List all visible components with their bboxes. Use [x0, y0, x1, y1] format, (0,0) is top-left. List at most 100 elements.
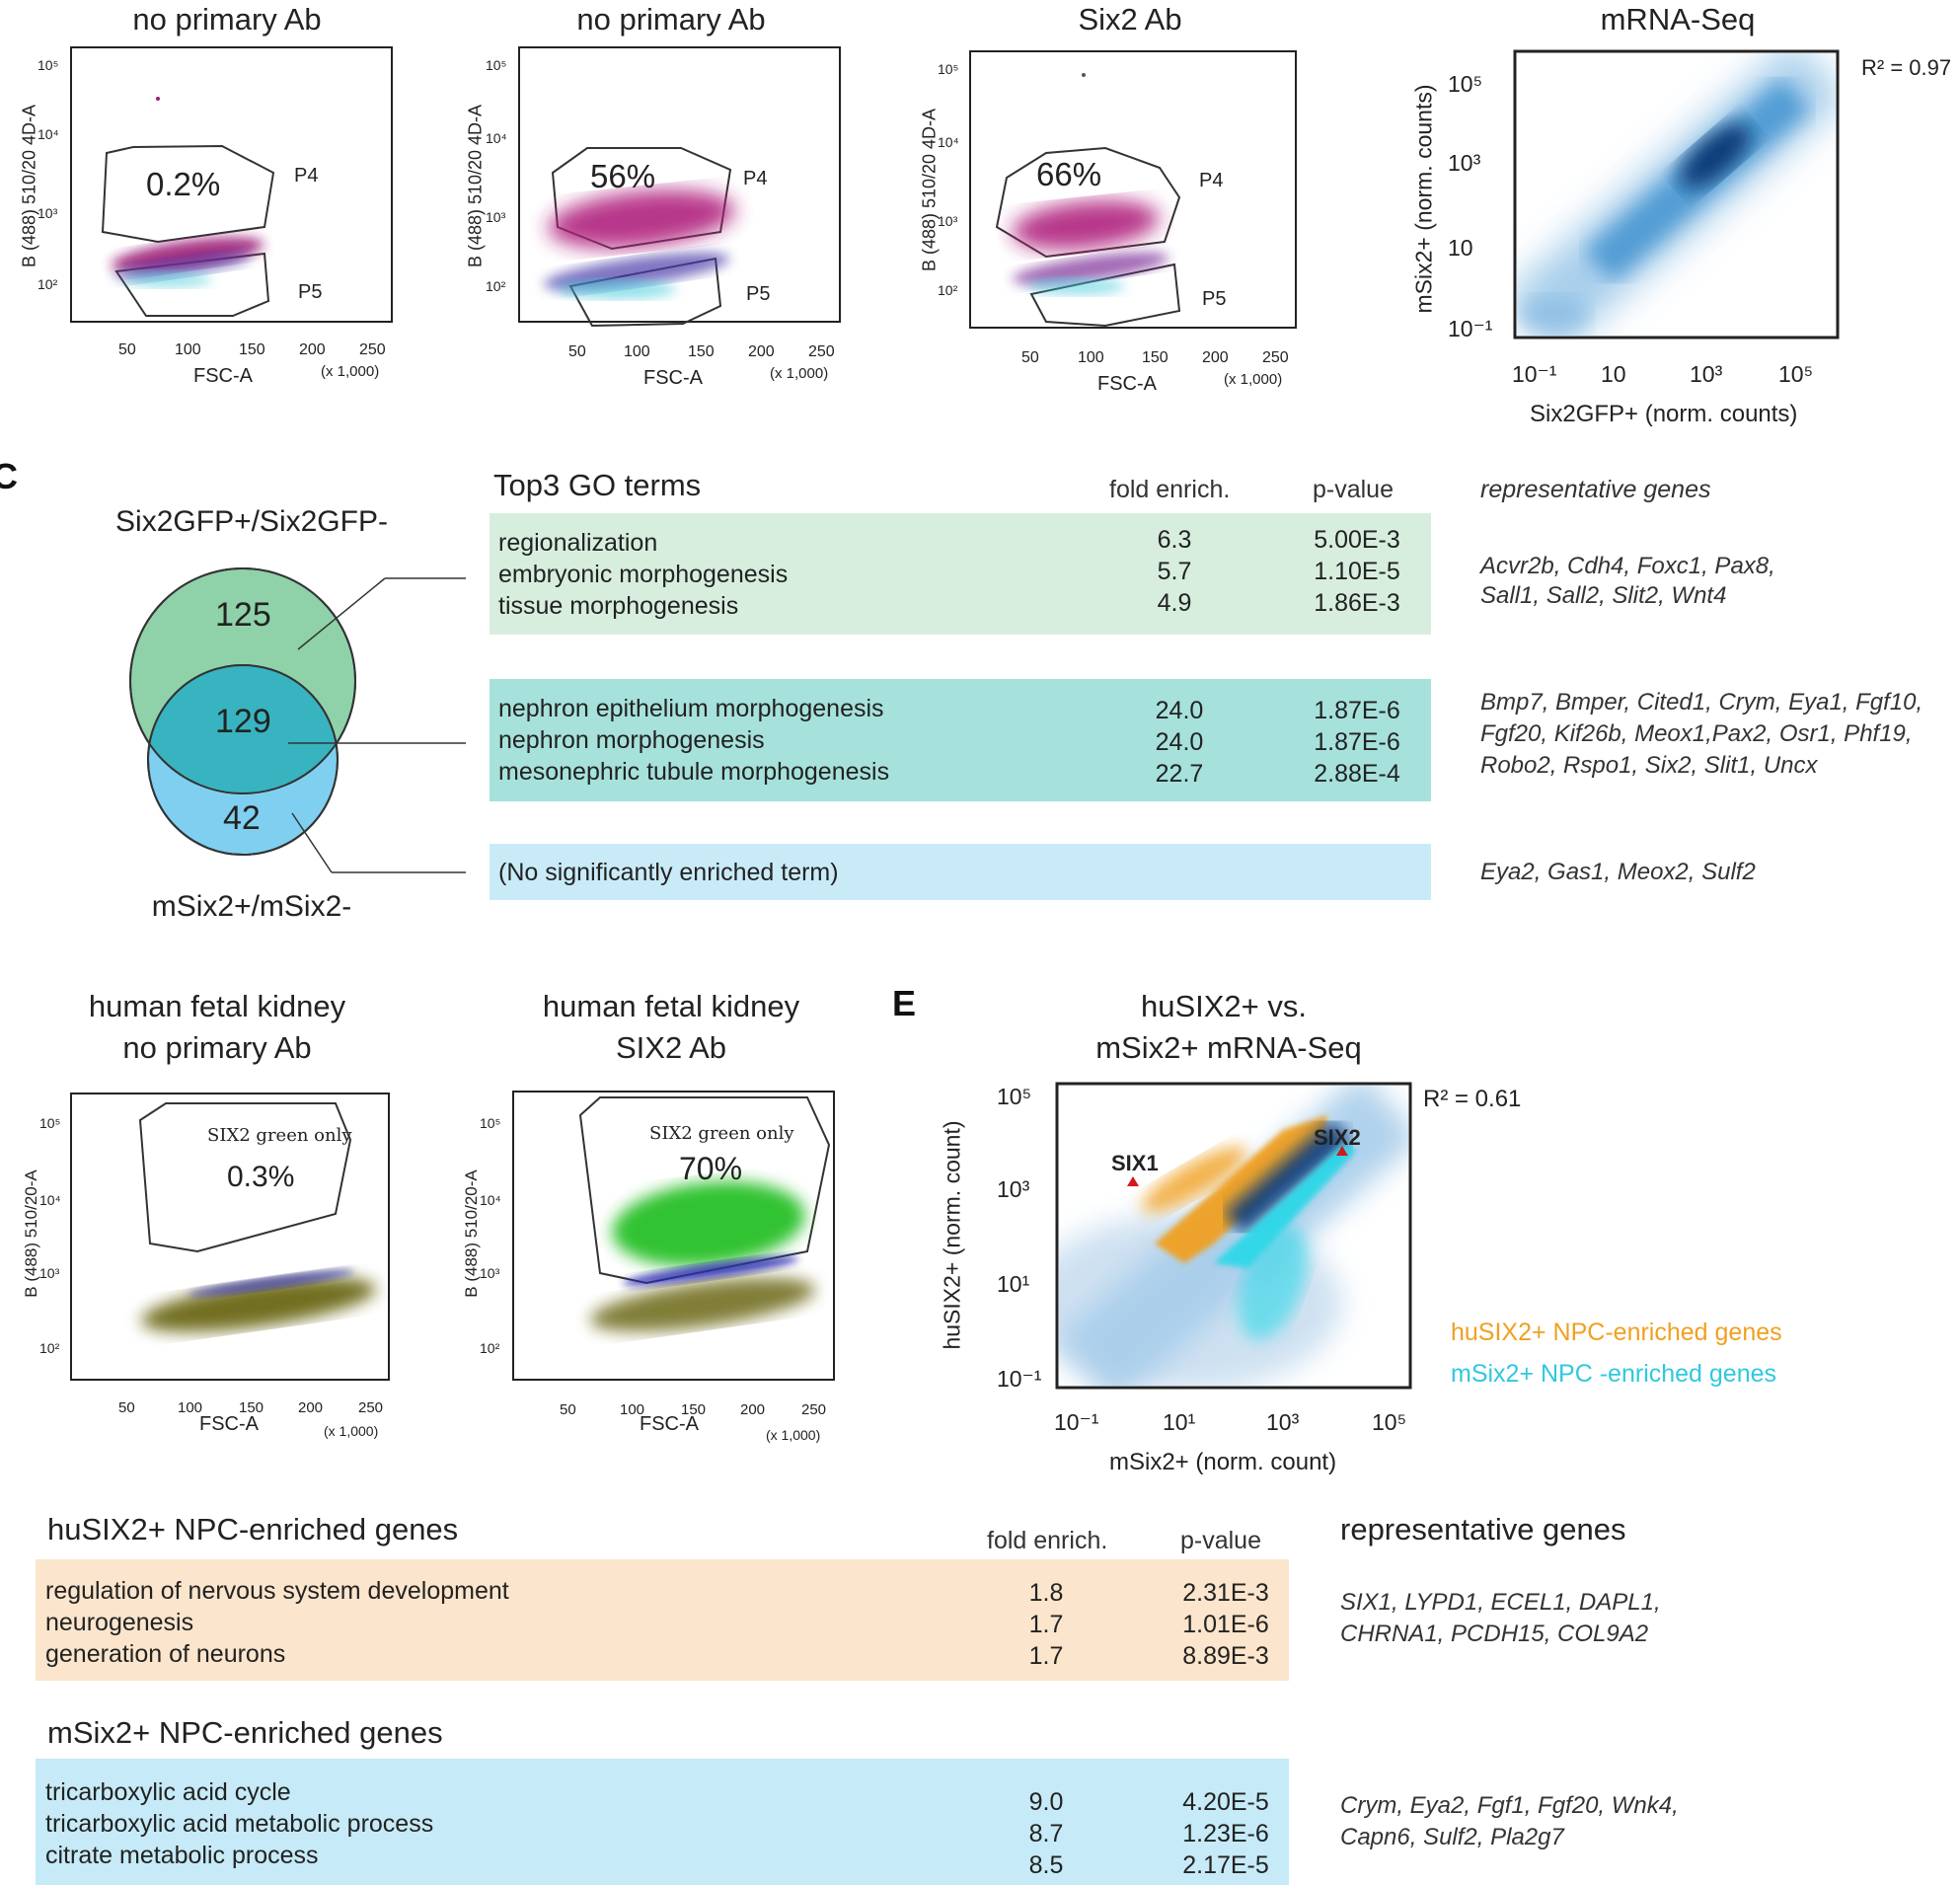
p-value: 1.87E-6 — [1314, 697, 1400, 724]
flow-plot-2-xtick: 150 — [688, 343, 715, 360]
panel-e-xtick: 10³ — [1266, 1409, 1300, 1435]
hfk-plot-1-xlabel: FSC-A — [199, 1413, 259, 1435]
hfk-plot-1-title-2: no primary Ab — [122, 1030, 312, 1065]
husix2-vs-msix2-scatter — [1055, 1082, 1412, 1390]
flow-plot-3-xscale: (x 1,000) — [1224, 371, 1283, 388]
hfk-plot-2-ytick: 10² — [480, 1340, 500, 1356]
panel-f-term: tricarboxylic acid cycle — [45, 1778, 291, 1806]
hfk-plot-2-ylabel: B (488) 510/20-A — [462, 1169, 481, 1298]
hfk-plot-2-xtick: 200 — [740, 1401, 766, 1418]
panel-e-ytick: 10⁻¹ — [997, 1366, 1042, 1392]
flow-plot-3-xtick: 100 — [1078, 349, 1104, 366]
flow-plot-2-pct: 56% — [590, 158, 656, 194]
flow-plot-1-title: no primary Ab — [132, 2, 322, 37]
legend-orange: huSIX2+ NPC-enriched genes — [1451, 1319, 1782, 1346]
flow-plot-1-ytick: 10² — [38, 276, 58, 292]
flow-plot-3-ytick: 10³ — [938, 213, 958, 229]
panel-e-ytick: 10¹ — [997, 1271, 1030, 1297]
panel-f-genes-line: CHRNA1, PCDH15, COL9A2 — [1340, 1621, 1649, 1647]
panel-f-p: 8.89E-3 — [1182, 1642, 1269, 1670]
panel-f-p: 2.31E-3 — [1182, 1579, 1269, 1607]
panel-f-fold: 9.0 — [1028, 1788, 1064, 1816]
mrna-seq-xtick: 10³ — [1690, 361, 1723, 387]
flow-plot-2-xscale: (x 1,000) — [770, 365, 829, 382]
flow-plot-2-ytick: 10² — [486, 278, 506, 294]
gene-label-six2: SIX2 — [1314, 1125, 1361, 1150]
flow-plot-2-xlabel: FSC-A — [643, 367, 703, 389]
p-value: 1.86E-3 — [1314, 589, 1400, 617]
hfk-plot-1-gate: SIX2 green only — [207, 1125, 352, 1146]
flow-plot-3-xtick: 250 — [1262, 349, 1289, 366]
flow-plot-3-title: Six2 Ab — [1078, 2, 1182, 37]
go-term: tissue morphogenesis — [498, 592, 739, 620]
flow-plot-3-xlabel: FSC-A — [1097, 373, 1157, 395]
hfk-plot-2-ytick: 10⁵ — [480, 1115, 501, 1131]
p-value: 1.87E-6 — [1314, 728, 1400, 756]
mrna-seq-scatter — [1513, 49, 1840, 339]
fold-value: 24.0 — [1155, 697, 1204, 724]
panel-f-fold: 1.7 — [1028, 1642, 1064, 1670]
flow-plot-3-p5: P5 — [1202, 288, 1227, 310]
venn-count-msix2: 42 — [223, 799, 261, 837]
fold-value: 4.9 — [1157, 589, 1192, 617]
panel-f-col-genes: representative genes — [1340, 1512, 1626, 1546]
panel-f-term: neurogenesis — [45, 1609, 194, 1636]
panel-f-col-fold: fold enrich. — [987, 1527, 1108, 1554]
hfk-plot-2-xtick: 150 — [681, 1401, 707, 1418]
panel-f-col-p: p-value — [1180, 1527, 1261, 1554]
go-term: (No significantly enriched term) — [498, 859, 839, 886]
hfk-plot-1-xtick: 50 — [118, 1399, 135, 1416]
go-term: regionalization — [498, 529, 658, 557]
flow-plot-2-p4: P4 — [743, 168, 768, 189]
hfk-plot-2-xscale: (x 1,000) — [766, 1427, 821, 1443]
mrna-seq-ytick: 10³ — [1448, 150, 1481, 176]
flow-plot-3-xtick: 50 — [1021, 349, 1039, 366]
hfk-flow-plots — [70, 1091, 835, 1381]
venn-diagram — [129, 567, 466, 873]
col-fold-enrich: fold enrich. — [1109, 476, 1231, 503]
venn-top-label: Six2GFP+/Six2GFP- — [115, 505, 388, 538]
panel-e-xtick: 10⁻¹ — [1054, 1409, 1099, 1435]
go-term: nephron epithelium morphogenesis — [498, 695, 884, 722]
flow-plot-1-xtick: 150 — [239, 341, 265, 358]
flow-plot-3-ytick: 10² — [938, 282, 958, 298]
flow-plot-2-xtick: 100 — [624, 343, 650, 360]
gene-label-six1: SIX1 — [1111, 1151, 1159, 1175]
go-terms-header: Top3 GO terms — [493, 468, 702, 502]
panel-f-fold: 1.8 — [1028, 1579, 1064, 1607]
flow-plot-1-xscale: (x 1,000) — [321, 363, 380, 380]
hfk-plot-1-title-1: human fetal kidney — [88, 989, 346, 1023]
mrna-seq-xtick: 10 — [1601, 361, 1626, 387]
hfk-plot-1-pct: 0.3% — [227, 1161, 295, 1193]
flow-plot-1-ytick: 10³ — [38, 205, 58, 221]
panel-e-xtick: 10¹ — [1163, 1409, 1196, 1435]
hfk-plot-1-ytick: 10⁵ — [39, 1115, 61, 1131]
p-value: 1.10E-5 — [1314, 558, 1400, 585]
panel-e-xtick: 10⁵ — [1372, 1409, 1407, 1435]
hfk-plot-2-xlabel: FSC-A — [640, 1413, 699, 1435]
flow-plot-2 — [518, 46, 841, 328]
mrna-seq-title: mRNA-Seq — [1600, 2, 1756, 37]
panel-f-p: 1.23E-6 — [1182, 1820, 1269, 1847]
panel-f-term: regulation of nervous system development — [45, 1577, 509, 1605]
representative-genes-line: Robo2, Rspo1, Six2, Slit1, Uncx — [1480, 752, 1818, 779]
flow-plot-2-xtick: 200 — [748, 343, 775, 360]
flow-plot-3-xtick: 150 — [1142, 349, 1168, 366]
representative-genes-line: Eya2, Gas1, Meox2, Sulf2 — [1480, 859, 1756, 885]
p-value: 2.88E-4 — [1314, 760, 1400, 788]
panel-f-p: 2.17E-5 — [1182, 1851, 1269, 1879]
representative-genes-line: Sall1, Sall2, Slit2, Wnt4 — [1480, 582, 1727, 609]
panel-f-fold: 8.7 — [1028, 1820, 1064, 1847]
panel-e-label: E — [892, 983, 917, 1023]
hfk-plot-1-xscale: (x 1,000) — [324, 1423, 379, 1439]
flow-plot-3-ylabel: B (488) 510/20 4D-A — [919, 108, 940, 272]
hfk-plot-2-gate: SIX2 green only — [649, 1123, 794, 1144]
hfk-plot-2-ytick: 10⁴ — [480, 1192, 501, 1208]
flow-plot-2-ytick: 10⁵ — [486, 57, 507, 73]
mrna-seq-ylabel: mSix2+ (norm. counts) — [1410, 84, 1437, 314]
panel-f-header-1: huSIX2+ NPC-enriched genes — [47, 1512, 459, 1546]
hfk-plot-1-ylabel: B (488) 510/20-A — [22, 1169, 40, 1298]
flow-plot-2-p5: P5 — [746, 283, 771, 305]
hfk-plot-1-ytick: 10³ — [39, 1265, 60, 1281]
go-group-band — [490, 679, 1431, 801]
